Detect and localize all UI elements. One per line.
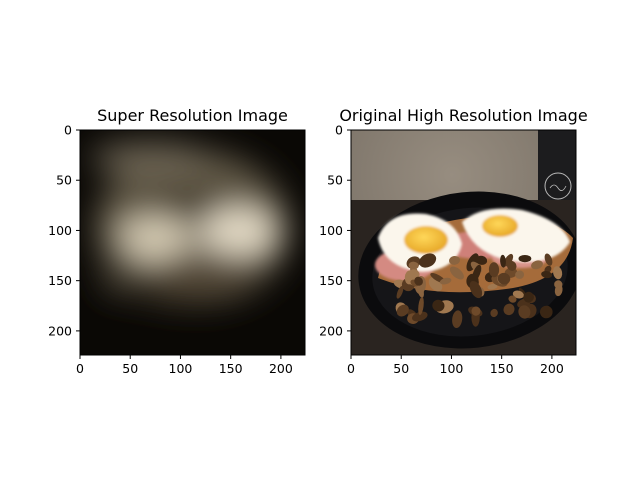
left-x-tick-label: 50: [122, 361, 138, 376]
mushroom-slice: [449, 266, 464, 280]
left-y-tick-label: 0: [64, 123, 72, 138]
mushroom-slice: [487, 283, 498, 290]
left-x-tick-label: 200: [269, 361, 293, 376]
left-y-tick-label: 50: [56, 173, 72, 188]
left-y-tick-label: 100: [48, 223, 72, 238]
mushroom-slice: [452, 310, 463, 329]
mushroom-slice: [523, 291, 534, 303]
mushroom-slice: [414, 276, 423, 286]
fried-eggs: [378, 208, 570, 272]
mushroom-slice: [432, 299, 445, 312]
mushroom-slice: [471, 306, 481, 316]
original-high-resolution-image: [351, 130, 576, 355]
right-y-tick-label: 150: [319, 273, 343, 288]
mushroom-slice: [506, 260, 517, 271]
left-axes-frame: [79, 129, 306, 356]
mushroom-slice: [396, 304, 409, 317]
left-x-tick-label: 0: [76, 361, 84, 376]
left-panel-title: Super Resolution Image: [97, 106, 288, 125]
super-resolution-image: [80, 130, 305, 355]
mushroom-slice: [419, 253, 437, 268]
mushrooms: [393, 253, 563, 329]
right-y-tick-label: 50: [327, 173, 343, 188]
left-x-tick-label: 150: [219, 361, 243, 376]
right-x-tick-label: 150: [490, 361, 514, 376]
mushroom-slice: [439, 277, 452, 285]
mushroom-slice: [469, 280, 483, 299]
right-panel-title: Original High Resolution Image: [339, 106, 587, 125]
mushroom-slice: [515, 270, 525, 279]
right-y-tick-label: 100: [319, 223, 343, 238]
mushroom-slice: [418, 296, 424, 315]
mushroom-slice: [541, 271, 553, 279]
mushroom-slice: [490, 308, 498, 318]
right-y-tick-label: 200: [319, 323, 343, 338]
mushroom-slice: [488, 262, 500, 278]
mushroom-slice: [531, 260, 543, 270]
left-x-tick-label: 100: [169, 361, 193, 376]
mushroom-slice: [518, 305, 531, 319]
right-x-tick-label: 100: [440, 361, 464, 376]
mushroom-slice: [449, 255, 460, 265]
mushroom-slice: [554, 284, 563, 297]
right-axes-frame: [350, 129, 577, 356]
mushroom-slice: [539, 305, 553, 319]
mushroom-slice: [500, 254, 506, 268]
mushroom-slice: [472, 264, 482, 282]
left-axes-ticks: 0 50 100 150 200 0 50 100 150 200: [48, 123, 293, 377]
right-x-tick-label: 0: [347, 361, 355, 376]
right-x-tick-label: 50: [393, 361, 409, 376]
mushroom-slice: [503, 253, 514, 267]
mushroom-slice: [503, 303, 515, 316]
mushroom-slice: [508, 295, 517, 303]
mushroom-slice: [544, 253, 553, 266]
right-x-tick-label: 200: [540, 361, 564, 376]
mushroom-slice: [412, 311, 428, 322]
right-y-tick-label: 0: [335, 123, 343, 138]
mushroom-slice: [512, 290, 524, 299]
mushroom-slice: [518, 255, 532, 263]
left-y-tick-label: 150: [48, 273, 72, 288]
right-axes-ticks: 0 50 100 150 200 0 50 100 150 200: [319, 123, 564, 377]
mushroom-slice: [497, 272, 511, 285]
mushroom-slice: [553, 266, 563, 280]
mushroom-slice: [396, 285, 404, 299]
left-y-tick-label: 200: [48, 323, 72, 338]
